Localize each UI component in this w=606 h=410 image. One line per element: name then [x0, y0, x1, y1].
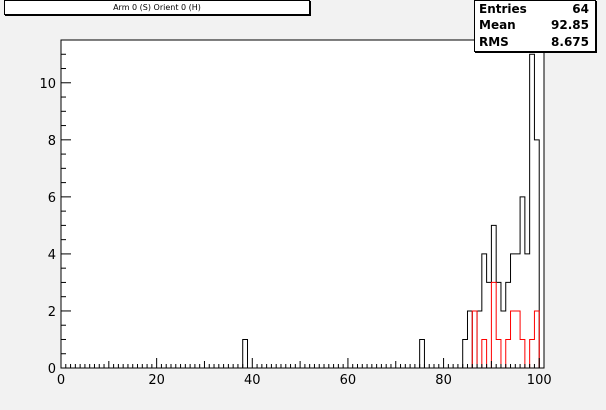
stats-mean-value: 92.85 [551, 18, 589, 32]
histogram-title: Arm 0 (S) Orient 0 (H) [4, 0, 310, 15]
y-tick-label: 6 [48, 191, 56, 206]
stats-row-entries: Entries 64 [479, 1, 589, 17]
x-tick-label: 100 [527, 373, 552, 388]
plot-frame [60, 39, 545, 369]
x-tick-label: 80 [435, 373, 452, 388]
stats-row-rms: RMS 8.675 [479, 34, 589, 50]
stats-mean-label: Mean [479, 18, 516, 32]
statistics-box: Entries 64 Mean 92.85 RMS 8.675 [474, 0, 596, 52]
x-tick-label: 40 [244, 373, 261, 388]
stats-rms-label: RMS [479, 35, 509, 49]
x-tick-label: 20 [148, 373, 165, 388]
y-tick-label: 2 [48, 305, 56, 320]
y-tick-label: 10 [39, 77, 56, 92]
y-tick-label: 8 [48, 134, 56, 149]
stats-entries-value: 64 [572, 2, 589, 16]
x-tick-label: 0 [57, 373, 65, 388]
stats-rms-value: 8.675 [551, 35, 589, 49]
stats-entries-label: Entries [479, 2, 527, 16]
x-tick-label: 60 [340, 373, 357, 388]
y-tick-label: 4 [48, 248, 56, 263]
y-tick-label: 0 [48, 362, 56, 377]
axes: 0 20 40 60 80 100 0 2 4 6 8 10 [39, 39, 552, 388]
stats-row-mean: Mean 92.85 [479, 17, 589, 33]
